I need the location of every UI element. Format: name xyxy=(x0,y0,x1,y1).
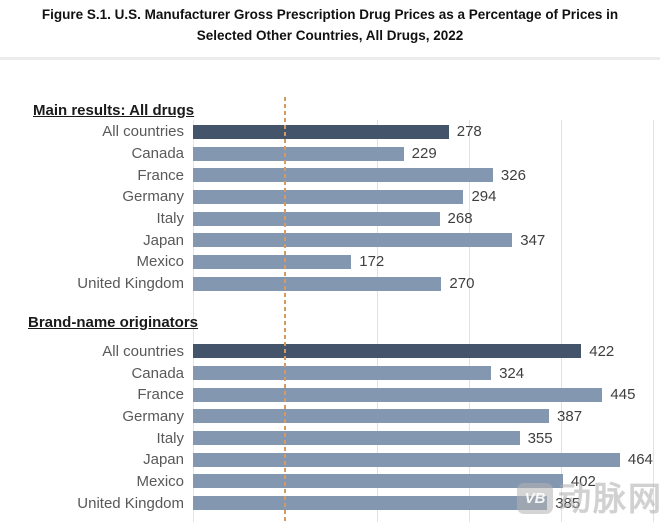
bar xyxy=(193,168,493,183)
chart-row: United Kingdom 270 xyxy=(0,273,660,295)
bar xyxy=(193,233,513,248)
figure-title: Figure S.1. U.S. Manufacturer Gross Pres… xyxy=(0,4,660,46)
group-header: Main results: All drugs xyxy=(33,102,195,119)
chart-row: Mexico 402 xyxy=(0,471,660,493)
value-label: 385 xyxy=(555,494,581,512)
category-label: United Kingdom xyxy=(77,275,184,293)
category-label: Mexico xyxy=(136,472,184,490)
chart-row: All countries 422 xyxy=(0,341,660,363)
value-label: 294 xyxy=(471,188,497,206)
value-label: 229 xyxy=(411,145,437,163)
bar xyxy=(193,276,442,291)
chart-row: Japan 347 xyxy=(0,229,660,251)
bar xyxy=(193,431,520,446)
value-label: 268 xyxy=(447,210,473,228)
category-label: Japan xyxy=(143,451,184,469)
chart-row: Germany 387 xyxy=(0,406,660,428)
axis-zero-line xyxy=(193,120,194,522)
gridline-400 xyxy=(561,120,562,522)
chart-group-brand-name: Brand-name originators All countries 422 C… xyxy=(0,295,660,515)
value-label: 326 xyxy=(500,166,526,184)
category-label: France xyxy=(137,166,184,184)
group-rows: All countries 278 Canada 229 France 326 German… xyxy=(0,121,660,295)
bar xyxy=(193,124,449,139)
category-label: All countries xyxy=(102,342,184,360)
chart-row: Germany 294 xyxy=(0,186,660,208)
bar xyxy=(193,189,464,204)
figure-title-line2: Selected Other Countries, All Drugs, 202… xyxy=(196,28,464,43)
bar xyxy=(193,146,404,161)
value-label: 355 xyxy=(527,429,553,447)
value-label: 387 xyxy=(557,407,583,425)
bar-chart: Main results: All drugs All countries 278… xyxy=(0,62,660,527)
value-label: 464 xyxy=(627,451,653,469)
chart-row: Italy 355 xyxy=(0,427,660,449)
gridline-300 xyxy=(469,120,470,522)
chart-row: Mexico 172 xyxy=(0,251,660,273)
bar xyxy=(193,366,492,381)
category-label: France xyxy=(137,386,184,404)
category-label: Japan xyxy=(143,231,184,249)
bar xyxy=(193,387,603,402)
chart-row: Canada 324 xyxy=(0,362,660,384)
group-rows: All countries 422 Canada 324 France 445 German… xyxy=(0,341,660,515)
value-label: 347 xyxy=(520,231,546,249)
chart-row: United Kingdom 385 xyxy=(0,492,660,514)
bar xyxy=(193,452,620,467)
bar xyxy=(193,254,352,269)
bar xyxy=(193,409,550,424)
category-label: Germany xyxy=(122,188,184,206)
chart-row: Canada 229 xyxy=(0,143,660,165)
group-header: Brand-name originators xyxy=(28,313,199,331)
title-divider xyxy=(0,57,660,60)
value-label: 324 xyxy=(499,364,525,382)
bar xyxy=(193,496,548,511)
category-label: Canada xyxy=(131,364,184,382)
chart-row: Japan 464 xyxy=(0,449,660,471)
bar xyxy=(193,344,582,359)
reference-line-100pct xyxy=(284,97,286,522)
value-label: 278 xyxy=(456,123,482,141)
category-label: Mexico xyxy=(136,253,184,271)
category-label: United Kingdom xyxy=(77,494,184,512)
bar xyxy=(193,474,563,489)
gridline-500 xyxy=(653,120,654,522)
value-label: 172 xyxy=(359,253,385,271)
category-label: Germany xyxy=(122,407,184,425)
chart-row: France 326 xyxy=(0,164,660,186)
category-label: All countries xyxy=(102,123,184,141)
chart-row: France 445 xyxy=(0,384,660,406)
value-label: 422 xyxy=(589,342,615,360)
value-label: 445 xyxy=(610,386,636,404)
value-label: 270 xyxy=(449,275,475,293)
chart-row: All countries 278 xyxy=(0,121,660,143)
chart-row: Italy 268 xyxy=(0,208,660,230)
bar xyxy=(193,211,440,226)
category-label: Canada xyxy=(131,145,184,163)
category-label: Italy xyxy=(156,210,184,228)
value-label: 402 xyxy=(570,472,596,490)
figure-title-line1: Figure S.1. U.S. Manufacturer Gross Pres… xyxy=(41,7,619,22)
category-label: Italy xyxy=(156,429,184,447)
chart-group-main-results: Main results: All drugs All countries 278… xyxy=(0,62,660,295)
gridline-200 xyxy=(377,120,378,522)
